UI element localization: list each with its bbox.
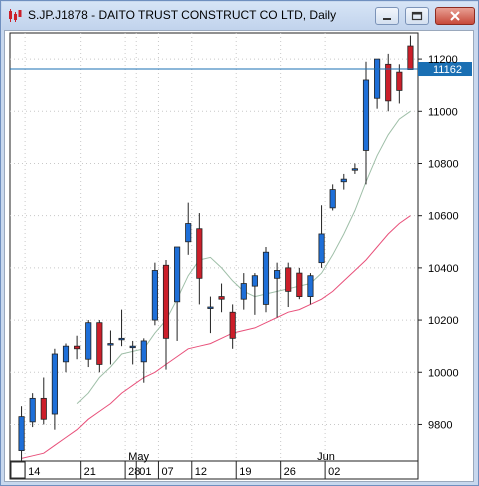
candle-body-up xyxy=(340,178,347,183)
ma-slow-line xyxy=(21,215,411,459)
title-bar[interactable]: S.JP.J1878 - DAITO TRUST CONSTRUCT CO LT… xyxy=(2,2,478,30)
candle-body-up xyxy=(151,270,158,321)
x-axis-band xyxy=(9,460,419,480)
x-tick-label: 12 xyxy=(195,466,207,478)
candle-body-down xyxy=(218,296,225,300)
candle-body-up xyxy=(307,275,314,297)
candlestick-chart[interactable]: 11162 11200 11000 10800 10600 10400 10200 1000… xyxy=(5,31,473,481)
x-tick-label: 02 xyxy=(328,466,340,478)
candle-body-down xyxy=(296,272,303,297)
candle-body-up xyxy=(374,58,381,99)
candle-body-down xyxy=(196,228,203,279)
close-icon xyxy=(450,11,460,21)
candle-body-down xyxy=(40,397,47,420)
candle-body-up xyxy=(118,337,125,341)
candle-body-up xyxy=(107,343,114,346)
month-label: Jun xyxy=(317,451,335,463)
candle-body-up xyxy=(251,275,258,287)
candle-body-down xyxy=(229,311,236,339)
window-title: S.JP.J1878 - DAITO TRUST CONSTRUCT CO LT… xyxy=(28,8,337,22)
candle-body-up xyxy=(318,233,325,264)
candle-body-up xyxy=(329,189,336,209)
candle-body-up xyxy=(140,340,147,363)
current-price-badge xyxy=(418,62,472,77)
candle-body-up xyxy=(274,270,281,279)
chart-area[interactable]: 11162 11200 11000 10800 10600 10400 10200 1000… xyxy=(4,30,474,482)
candle-body-up xyxy=(29,397,36,423)
candle-body-up xyxy=(351,168,358,171)
y-tick-label: 10400 xyxy=(428,263,459,275)
x-axis-corner-box xyxy=(10,461,26,479)
candle-body-up xyxy=(262,251,270,305)
close-button[interactable] xyxy=(435,7,475,25)
candle-body-up xyxy=(185,223,192,243)
candles xyxy=(18,35,414,461)
x-tick-label: 14 xyxy=(28,466,40,478)
candle-body-down xyxy=(407,45,414,70)
candlestick-chart-icon xyxy=(9,9,22,22)
candle-body-up xyxy=(51,353,58,415)
y-axis: 11200 11000 10800 10600 10400 10200 10000 9800 xyxy=(418,54,459,431)
candle-body-up xyxy=(174,246,181,303)
current-price-line: 11162 xyxy=(10,62,472,77)
y-tick-label: 11200 xyxy=(428,54,458,66)
candle-body-up xyxy=(240,283,247,300)
candle-body-down xyxy=(162,264,170,339)
y-tick-label: 9800 xyxy=(428,419,452,431)
minimize-button[interactable] xyxy=(375,7,399,25)
x-tick-label: 21 xyxy=(84,466,96,478)
y-tick-label: 10200 xyxy=(428,315,459,327)
candle-body-up xyxy=(62,345,70,363)
y-tick-label: 10600 xyxy=(428,211,459,223)
maximize-button[interactable] xyxy=(405,7,429,25)
candle-body-up xyxy=(18,416,25,451)
candle-body-down xyxy=(96,322,103,365)
x-tick-label: 26 xyxy=(284,466,296,478)
current-price-label: 11162 xyxy=(433,64,462,76)
x-tick-label: 28 xyxy=(128,466,140,478)
candle-body-down xyxy=(285,267,292,292)
candle-body-up xyxy=(85,322,92,360)
maximize-icon xyxy=(411,11,423,21)
plot-area xyxy=(9,32,419,462)
candle-body-up xyxy=(207,306,214,309)
x-tick-label: 07 xyxy=(161,466,173,478)
candle-body-down xyxy=(396,71,403,91)
candle-body-down xyxy=(74,345,81,350)
grid xyxy=(10,33,418,461)
y-tick-label: 10800 xyxy=(428,158,459,170)
month-label: May xyxy=(128,451,149,463)
minimize-icon xyxy=(383,18,391,20)
candle-body-up xyxy=(129,345,136,349)
y-tick-label: 11000 xyxy=(428,106,458,118)
candle-body-up xyxy=(362,79,370,151)
x-tick-label: 01 xyxy=(139,466,151,478)
y-tick-label: 10000 xyxy=(428,367,459,379)
x-tick-label: 19 xyxy=(239,466,251,478)
candle-body-down xyxy=(385,63,392,102)
